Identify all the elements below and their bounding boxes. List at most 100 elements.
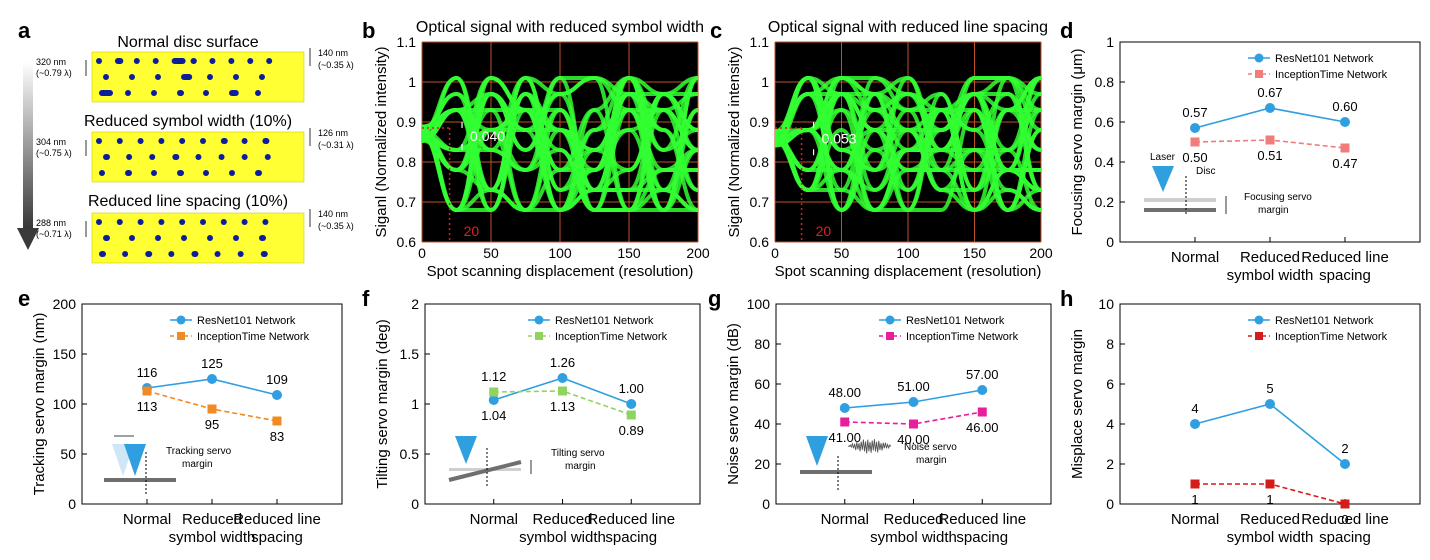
data-point bbox=[272, 390, 282, 400]
legend-marker bbox=[885, 315, 895, 325]
waveform-trace bbox=[774, 75, 1042, 192]
disc-pit bbox=[99, 170, 105, 176]
disc-diagram-1: Normal disc surface 320 nm(~0.79 λ) 140 nm… bbox=[36, 34, 354, 103]
x-tick-label: 0 bbox=[418, 245, 426, 261]
disc-pit bbox=[241, 154, 248, 160]
disc-pit bbox=[255, 170, 262, 176]
y-tick-label: 1 bbox=[1106, 34, 1114, 50]
data-label: 0 bbox=[1341, 512, 1348, 527]
series-inceptiontime bbox=[142, 386, 282, 426]
x-category-label: symbol width bbox=[1227, 529, 1314, 546]
data-label: 1.04 bbox=[481, 408, 506, 423]
legend-marker bbox=[1255, 70, 1263, 78]
disc-pit bbox=[203, 170, 209, 176]
data-label: 0.51 bbox=[1257, 148, 1282, 163]
legend-label: ResNet101 Network bbox=[1275, 53, 1374, 65]
legend-marker bbox=[534, 315, 544, 325]
disc-diagram-3: Reduced line spacing (10%) 288 nm(~0.71 λ… bbox=[36, 193, 354, 264]
x-category-label: Reduced bbox=[883, 511, 943, 528]
disc-surface bbox=[91, 51, 305, 103]
x-category-label: Reduced line bbox=[938, 511, 1026, 528]
scale-arrow-shaft bbox=[23, 62, 33, 232]
legend-label: ResNet101 Network bbox=[906, 315, 1005, 327]
data-label: 83 bbox=[270, 429, 284, 444]
laser-icon bbox=[1152, 166, 1174, 192]
x-category-label: spacing bbox=[605, 529, 657, 546]
left-dimension: 288 nm bbox=[36, 218, 66, 228]
y-axis-label: Siganl (Normalized intensity) bbox=[726, 47, 743, 238]
y-tick-label: 0.8 bbox=[750, 154, 770, 170]
disc-pit bbox=[200, 138, 206, 144]
panel-b-eye-diagram: Optical signal with reduced symbol width… bbox=[373, 19, 710, 280]
data-point bbox=[1190, 419, 1200, 429]
y-tick-label: 200 bbox=[53, 296, 77, 312]
data-label: 57.00 bbox=[966, 367, 999, 382]
legend-entry: InceptionTime Network bbox=[170, 331, 310, 343]
data-label: 0.60 bbox=[1332, 99, 1357, 114]
inset-label: margin bbox=[1258, 205, 1289, 216]
y-tick-label: 1 bbox=[408, 74, 416, 90]
disc-pit bbox=[200, 219, 206, 225]
y-tick-label: 0.6 bbox=[397, 234, 417, 250]
disc-pit bbox=[247, 58, 254, 64]
disc-pit bbox=[103, 74, 109, 80]
disc-pit bbox=[99, 90, 113, 96]
data-point bbox=[977, 407, 987, 417]
y-tick-label: 2 bbox=[411, 296, 419, 312]
x-tick-label: 100 bbox=[896, 245, 920, 261]
disc-pit bbox=[241, 138, 248, 144]
y-tick-label: 100 bbox=[53, 396, 77, 412]
data-label: 5 bbox=[1266, 381, 1273, 396]
right-dimension: 140 nm bbox=[318, 209, 348, 219]
data-label: 40.00 bbox=[897, 432, 930, 447]
y-tick-label: 0 bbox=[68, 496, 76, 512]
waveform-traces bbox=[421, 75, 700, 213]
x-category-label: Normal bbox=[123, 511, 171, 528]
disc-pit bbox=[264, 154, 271, 160]
disc-line bbox=[104, 478, 176, 482]
y-tick-label: 2 bbox=[1106, 456, 1114, 472]
y-tick-label: 0.6 bbox=[1095, 114, 1115, 130]
disc-line-lower bbox=[1144, 208, 1216, 212]
disc-pit bbox=[229, 90, 239, 96]
series-resnet101 bbox=[1190, 399, 1350, 469]
x-category-label: Reduced line bbox=[587, 511, 675, 528]
data-point bbox=[488, 395, 499, 405]
panel-label-h: h bbox=[1060, 286, 1073, 311]
y-tick-label: 0.6 bbox=[750, 234, 770, 250]
disc-pit bbox=[233, 74, 239, 80]
panel-label-f: f bbox=[362, 286, 370, 311]
disc-pit bbox=[179, 219, 186, 225]
disc-line-tilted bbox=[448, 460, 522, 482]
legend-entry: InceptionTime Network bbox=[879, 331, 1019, 343]
disc-pit bbox=[126, 154, 133, 160]
x-category-label: symbol width bbox=[870, 529, 957, 546]
disc-pit bbox=[191, 251, 199, 257]
data-point bbox=[1265, 479, 1275, 489]
data-label: 1 bbox=[1266, 492, 1273, 507]
y-axis-label: Misplace servo margin bbox=[1069, 329, 1086, 479]
data-point bbox=[1190, 123, 1200, 133]
legend-marker bbox=[1255, 332, 1263, 340]
data-point bbox=[557, 373, 568, 383]
disc-pit bbox=[114, 58, 124, 64]
x-tick-label: 150 bbox=[963, 245, 987, 261]
y-axis-label: Noise servo margin (dB) bbox=[725, 323, 742, 485]
data-label: 1.12 bbox=[481, 369, 506, 384]
y-tick-label: 0.8 bbox=[1095, 74, 1115, 90]
y-tick-label: 20 bbox=[754, 456, 770, 472]
data-point bbox=[1340, 143, 1350, 153]
series-inceptiontime bbox=[840, 407, 987, 429]
data-label: 109 bbox=[266, 372, 288, 387]
y-tick-label: 0.7 bbox=[750, 194, 770, 210]
data-label: 46.00 bbox=[966, 420, 999, 435]
x-tick-label: 150 bbox=[617, 245, 641, 261]
x-category-label: Normal bbox=[470, 511, 518, 528]
legend-label: ResNet101 Network bbox=[1275, 315, 1374, 327]
disc-pit bbox=[96, 138, 102, 144]
laser-icon bbox=[806, 436, 828, 466]
legend-marker bbox=[177, 332, 185, 340]
